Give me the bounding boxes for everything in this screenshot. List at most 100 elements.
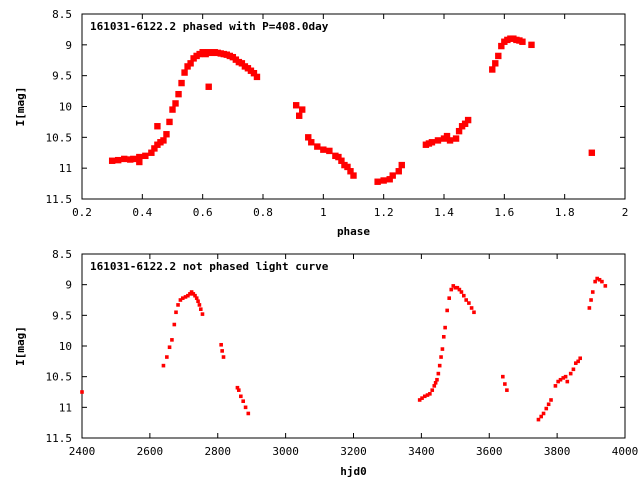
x-tick-label: 2800: [205, 445, 232, 458]
data-point: [308, 139, 315, 146]
x-tick-label: 3800: [544, 445, 571, 458]
data-point: [194, 296, 199, 300]
data-point: [464, 298, 468, 302]
data-point: [553, 384, 558, 388]
data-point: [590, 290, 595, 294]
y-tick-label: 9.5: [52, 70, 72, 83]
data-point: [176, 303, 180, 307]
data-point: [197, 303, 202, 307]
data-point: [148, 149, 155, 156]
data-series: [80, 276, 608, 422]
data-point: [178, 298, 183, 302]
data-point: [136, 153, 143, 161]
data-point: [597, 277, 602, 282]
x-tick-label: 0.4: [132, 206, 152, 219]
data-point: [296, 112, 303, 119]
data-point: [452, 135, 460, 142]
data-point: [253, 73, 261, 81]
data-point: [464, 116, 472, 124]
data-point: [189, 290, 194, 294]
x-tick-label: 0.8: [253, 206, 273, 219]
data-point: [241, 399, 246, 403]
data-point: [461, 293, 466, 298]
data-point: [434, 137, 442, 144]
y-tick-label: 11: [59, 162, 72, 175]
data-point: [439, 355, 443, 359]
data-point: [503, 382, 507, 386]
y-tick-label: 11: [59, 401, 72, 414]
data-point: [440, 347, 445, 351]
data-point: [380, 177, 387, 184]
data-point: [455, 285, 460, 290]
data-point: [344, 163, 351, 171]
data-point: [469, 306, 474, 310]
data-point: [142, 152, 149, 160]
data-point: [571, 367, 576, 372]
data-point: [600, 279, 604, 284]
y-tick-label: 8.5: [52, 8, 72, 21]
data-point: [220, 349, 224, 353]
x-tick-label: 1: [320, 206, 327, 219]
data-point: [170, 338, 174, 342]
data-point: [239, 394, 243, 399]
data-point: [250, 70, 258, 77]
data-point: [299, 106, 306, 113]
data-point: [174, 310, 178, 315]
data-point: [422, 394, 427, 399]
data-point: [420, 396, 424, 400]
data-point: [178, 79, 185, 87]
data-point: [160, 137, 167, 144]
y-axis-title: I[mag]: [14, 87, 27, 127]
data-point: [459, 290, 464, 294]
data-point: [305, 134, 312, 141]
data-point: [161, 363, 166, 368]
data-point: [563, 374, 568, 379]
data-point: [200, 312, 205, 316]
data-point: [467, 301, 471, 305]
data-point: [350, 172, 357, 179]
data-point: [556, 379, 560, 384]
data-point: [443, 132, 451, 140]
data-point: [573, 361, 578, 365]
data-point: [167, 345, 172, 350]
x-tick-label: 2400: [69, 445, 96, 458]
data-point: [292, 102, 300, 109]
data-point: [453, 285, 458, 290]
data-point: [457, 287, 462, 292]
data-point: [432, 384, 437, 388]
data-point: [236, 388, 241, 392]
data-point: [121, 155, 128, 163]
data-point: [549, 398, 553, 402]
data-point: [417, 398, 422, 402]
data-point: [489, 66, 496, 73]
data-point: [588, 149, 596, 156]
data-point: [130, 155, 137, 163]
y-tick-label: 10: [59, 101, 72, 114]
data-point: [320, 146, 327, 153]
x-tick-label: 1.2: [374, 206, 394, 219]
plot-frame: [81, 253, 626, 439]
data-point: [398, 161, 405, 169]
data-point: [595, 276, 599, 281]
data-point: [445, 308, 449, 313]
x-tick-label: 3600: [476, 445, 503, 458]
chart-title: 161031-6122.2 phased with P=408.0day: [90, 20, 329, 33]
data-point: [589, 298, 593, 302]
data-point: [163, 131, 170, 138]
y-tick-label: 9: [65, 279, 72, 292]
data-point: [386, 176, 393, 183]
data-point: [443, 325, 447, 330]
data-point: [172, 100, 179, 107]
data-point: [374, 178, 381, 185]
data-point: [455, 127, 463, 135]
data-point: [196, 299, 200, 304]
data-point: [461, 120, 469, 127]
x-axis-title: phase: [337, 225, 370, 238]
chart-title: 161031-6122.2 not phased light curve: [90, 260, 329, 273]
data-point: [492, 60, 499, 67]
data-point: [183, 295, 188, 299]
x-tick-label: 0.2: [72, 206, 92, 219]
data-point: [326, 147, 333, 155]
